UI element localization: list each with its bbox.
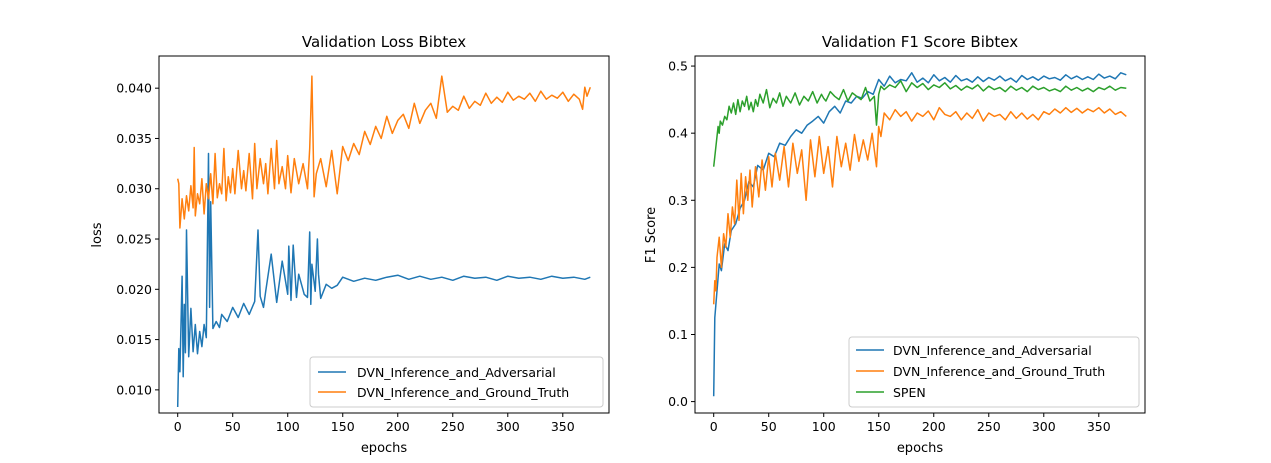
loss-y-tick-label: 0.035 [116,131,152,146]
f1-series-lines [712,72,1127,397]
loss-y-tick-label: 0.025 [116,232,152,247]
f1-y-tick-label: 0.1 [668,327,688,342]
loss-chart-title: Validation Loss Bibtex [302,33,466,51]
f1-legend-label-adversarial: DVN_Inference_and_Adversarial [893,343,1092,358]
loss-y-axis-label: loss [90,222,105,247]
f1-legend-box [848,336,1140,408]
f1-y-tick-label: 0.5 [668,59,688,74]
loss-x-tick-label: 250 [441,419,465,434]
loss-x-tick-label: 350 [551,419,575,434]
loss-x-tick-label: 150 [331,419,355,434]
f1-y-tick-label: 0.0 [668,394,688,409]
f1-axis-ticks: 0 50 100 150 200 250 300 350 0.0 0.1 0.2 0.3 0.4 0.5 [668,59,1111,434]
f1-x-tick-label: 150 [867,419,891,434]
loss-x-tick-label: 0 [174,419,182,434]
loss-y-tick-label: 0.030 [116,181,152,196]
f1-chart-title: Validation F1 Score Bibtex [822,33,1018,51]
loss-series-lines [176,75,592,408]
loss-x-tick-label: 100 [276,419,300,434]
f1-legend-label-ground-truth: DVN_Inference_and_Ground_Truth [893,364,1105,379]
f1-x-tick-label: 250 [977,419,1001,434]
f1-series-line-dvn-inference-and-ground-truth [712,106,1127,305]
loss-axis-ticks: 0 50 100 150 200 250 300 350 0.010 0.015 0.020 0.02… [116,81,575,434]
loss-y-tick-label: 0.015 [116,332,152,347]
loss-x-tick-label: 50 [225,419,241,434]
f1-chart: Validation F1 Score Bibtex epochs F1 Sco… [644,33,1146,456]
f1-x-tick-label: 300 [1032,419,1056,434]
loss-series-line-dvn-inference-and-ground-truth [176,75,592,229]
f1-y-axis-label: F1 Score [644,207,659,263]
loss-y-tick-label: 0.020 [116,282,152,297]
f1-y-tick-label: 0.2 [668,260,688,275]
f1-series-line-spen [712,80,1127,167]
loss-x-tick-label: 300 [496,419,520,434]
f1-y-tick-label: 0.4 [668,126,688,141]
f1-x-tick-label: 350 [1087,419,1111,434]
loss-plot-frame [158,55,610,414]
loss-x-axis-label: epochs [361,441,408,456]
f1-x-axis-label: epochs [897,441,944,456]
loss-y-tick-label: 0.040 [116,81,152,96]
f1-series-line-dvn-inference-and-adversarial [712,72,1127,397]
loss-y-tick-label: 0.010 [116,382,152,397]
f1-y-tick-label: 0.3 [668,193,688,208]
loss-plot-area [159,56,609,413]
loss-legend-label-ground-truth: DVN_Inference_and_Ground_Truth [357,385,569,400]
f1-x-tick-label: 0 [710,419,718,434]
loss-legend: DVN_Inference_and_Adversarial DVN_Infere… [309,356,604,408]
loss-legend-label-adversarial: DVN_Inference_and_Adversarial [357,365,556,380]
loss-series-line-dvn-inference-and-adversarial [176,152,591,408]
f1-legend-label-spen: SPEN [893,385,926,400]
loss-x-tick-label: 200 [386,419,410,434]
f1-legend: DVN_Inference_and_Adversarial DVN_Infere… [848,336,1140,408]
f1-x-tick-label: 100 [812,419,836,434]
loss-chart: Validation Loss Bibtex epochs loss 0 50 10… [90,33,610,456]
f1-plot-frame [694,55,1146,414]
loss-legend-box [309,356,604,408]
f1-x-tick-label: 50 [761,419,777,434]
f1-x-tick-label: 200 [922,419,946,434]
